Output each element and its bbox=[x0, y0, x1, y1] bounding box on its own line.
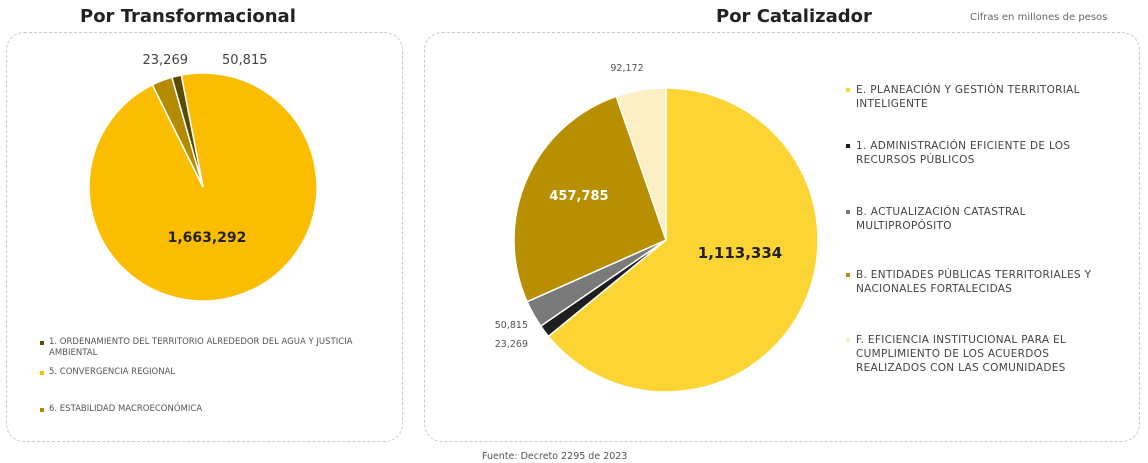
legend-item-catastral: B. ACTUALIZACIÓN CATASTRAL MULTIPROPÓSIT… bbox=[846, 205, 1116, 268]
data-label: 457,785 bbox=[549, 189, 608, 204]
pie-slice bbox=[170, 74, 204, 188]
legend-label: B. ACTUALIZACIÓN CATASTRAL MULTIPROPÓSIT… bbox=[856, 206, 1026, 232]
data-label: 1,113,334 bbox=[698, 244, 782, 262]
right-chart-title: Por Catalizador bbox=[716, 6, 872, 27]
units-note: Cifras en millones de pesos bbox=[970, 12, 1108, 23]
pie-slice bbox=[615, 87, 667, 241]
legend-label: F. EFICIENCIA INSTITUCIONAL PARA EL CUMP… bbox=[856, 334, 1067, 374]
right-chart-panel bbox=[424, 32, 1140, 442]
data-label: 1,663,292 bbox=[168, 230, 247, 246]
legend-item-ordenamiento: 1. ORDENAMIENTO DEL TERRITORIO ALREDEDOR… bbox=[40, 337, 380, 359]
transformacional-legend: 1. ORDENAMIENTO DEL TERRITORIO ALREDEDOR… bbox=[40, 337, 380, 415]
legend-item-planeacion: E. PLANEACIÓN Y GESTIÓN TERRITORIAL INTE… bbox=[846, 83, 1116, 139]
legend-swatch bbox=[40, 341, 44, 345]
legend-label: 1. ADMINISTRACIÓN EFICIENTE DE LOS RECUR… bbox=[856, 140, 1071, 166]
legend-swatch bbox=[846, 273, 850, 277]
legend-label: 5. CONVERGENCIA REGIONAL bbox=[49, 367, 176, 377]
data-label: 50,815 bbox=[495, 320, 528, 331]
pie-slice bbox=[513, 95, 667, 303]
left-chart-panel bbox=[6, 32, 403, 442]
legend-item-entidades: B. ENTIDADES PÚBLICAS TERRITORIALES Y NA… bbox=[846, 268, 1116, 333]
legend-label: E. PLANEACIÓN Y GESTIÓN TERRITORIAL INTE… bbox=[856, 84, 1080, 110]
catalizador-legend: E. PLANEACIÓN Y GESTIÓN TERRITORIAL INTE… bbox=[846, 83, 1116, 375]
legend-item-administracion: 1. ADMINISTRACIÓN EFICIENTE DE LOS RECUR… bbox=[846, 139, 1116, 205]
legend-swatch bbox=[846, 338, 850, 342]
legend-swatch bbox=[846, 144, 850, 148]
legend-item-convergencia: 5. CONVERGENCIA REGIONAL bbox=[40, 367, 380, 378]
legend-label: B. ENTIDADES PÚBLICAS TERRITORIALES Y NA… bbox=[856, 269, 1092, 295]
data-label: 92,172 bbox=[610, 63, 643, 74]
legend-swatch bbox=[846, 210, 850, 214]
data-label: 23,269 bbox=[495, 339, 528, 350]
legend-label: 6. ESTABILIDAD MACROECONÓMICA bbox=[49, 404, 203, 414]
left-chart-title: Por Transformacional bbox=[80, 6, 296, 27]
legend-swatch bbox=[846, 88, 850, 92]
data-label: 50,815 bbox=[222, 53, 268, 68]
legend-swatch bbox=[40, 371, 44, 375]
legend-item-estabilidad: 6. ESTABILIDAD MACROECONÓMICA bbox=[40, 404, 380, 415]
pie-slice bbox=[547, 87, 819, 393]
legend-label: 1. ORDENAMIENTO DEL TERRITORIO ALREDEDOR… bbox=[49, 337, 353, 358]
source-note: Fuente: Decreto 2295 de 2023 bbox=[482, 451, 628, 462]
legend-item-eficiencia: F. EFICIENCIA INSTITUCIONAL PARA EL CUMP… bbox=[846, 333, 1116, 375]
data-label: 23,269 bbox=[143, 53, 189, 68]
legend-swatch bbox=[40, 408, 44, 412]
